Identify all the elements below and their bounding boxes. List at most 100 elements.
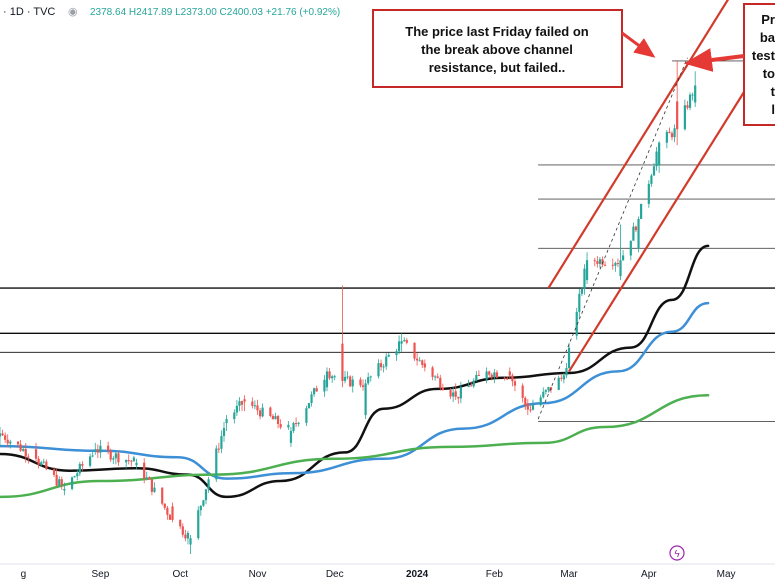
candle <box>349 375 352 388</box>
callout-right-line-3: test <box>752 48 775 63</box>
candle <box>143 458 146 484</box>
candle <box>310 391 313 407</box>
candle <box>89 453 92 468</box>
candle <box>488 370 491 377</box>
candle <box>449 388 452 400</box>
candle <box>240 400 244 411</box>
candle <box>686 100 689 110</box>
candle <box>670 131 674 141</box>
candle <box>673 124 676 143</box>
candle <box>467 379 470 388</box>
price-channel <box>537 0 746 420</box>
candle <box>199 505 202 516</box>
candle <box>168 513 172 520</box>
candle <box>276 414 280 429</box>
callout-main-line-2: the break above channel <box>421 42 573 57</box>
candle <box>634 225 638 233</box>
eye-icon[interactable]: ◉ <box>68 6 78 18</box>
candle <box>676 60 679 146</box>
candle <box>323 375 326 397</box>
candle <box>511 373 514 387</box>
candle <box>346 371 349 380</box>
candle <box>99 439 102 459</box>
candle <box>691 92 694 101</box>
candle <box>544 389 547 395</box>
candle <box>379 359 383 371</box>
callout-main-box <box>372 9 623 88</box>
moving-average-line-2 <box>0 393 710 499</box>
candle <box>197 506 200 540</box>
candle <box>596 256 599 268</box>
candle <box>475 371 478 382</box>
candle <box>60 476 63 490</box>
candle <box>274 412 277 420</box>
candle <box>63 482 66 496</box>
candle <box>341 285 344 388</box>
candle <box>397 335 401 355</box>
candle <box>114 451 117 465</box>
candle <box>251 397 254 409</box>
candle <box>204 489 208 505</box>
candle <box>423 359 426 372</box>
candle <box>52 466 56 478</box>
candle <box>439 374 442 391</box>
candle <box>0 427 2 447</box>
candle <box>24 443 27 463</box>
candle <box>55 469 58 487</box>
candle <box>575 307 578 340</box>
candle <box>565 363 568 379</box>
candle <box>647 180 650 208</box>
candle <box>611 258 614 270</box>
candle <box>601 256 604 268</box>
candle <box>616 258 620 268</box>
candle <box>614 261 617 272</box>
x-tick-label: Feb <box>486 569 504 580</box>
horizontal-levels <box>0 60 775 422</box>
candle <box>222 421 226 442</box>
candle <box>632 222 635 241</box>
candle <box>506 376 509 380</box>
candle <box>403 337 406 342</box>
candle <box>621 250 625 261</box>
candle <box>578 288 581 318</box>
candle <box>202 499 205 507</box>
x-tick-label: Oct <box>172 569 188 580</box>
callout-main: The price last Friday failed on the brea… <box>372 9 656 88</box>
candle <box>421 359 424 369</box>
candle <box>112 455 115 464</box>
candle <box>688 92 692 111</box>
candle <box>96 444 99 459</box>
candle <box>27 453 30 464</box>
candle <box>539 394 542 407</box>
candle <box>495 370 499 379</box>
candle <box>560 374 563 382</box>
candle <box>94 442 97 455</box>
chart-header: · 1D · TVC ◉ 2378.64 H2417.89 L2373.00 C… <box>3 6 340 18</box>
candle <box>359 377 362 388</box>
x-tick-label: Nov <box>249 569 267 580</box>
candle <box>524 396 527 411</box>
candle <box>1 429 4 437</box>
candle <box>207 476 210 493</box>
candle <box>294 417 298 427</box>
candle <box>387 352 390 358</box>
candle <box>655 147 658 171</box>
candle <box>315 385 318 392</box>
callout-main-line-3: resistance, but failed.. <box>429 60 566 75</box>
candle <box>668 127 671 134</box>
candle <box>148 476 151 480</box>
candle <box>40 460 43 467</box>
candle <box>179 519 182 529</box>
candle <box>76 469 79 481</box>
candle <box>331 374 334 383</box>
candle <box>493 369 496 384</box>
candle <box>287 420 290 430</box>
callout-right: Pr ba test to t l <box>684 3 775 126</box>
candle <box>637 216 640 253</box>
event-icon[interactable]: ϟ <box>669 545 685 561</box>
candle <box>125 459 128 469</box>
candle <box>4 432 7 444</box>
moving-average-line-1 <box>0 301 710 480</box>
candle <box>6 434 9 448</box>
candle <box>145 471 148 481</box>
